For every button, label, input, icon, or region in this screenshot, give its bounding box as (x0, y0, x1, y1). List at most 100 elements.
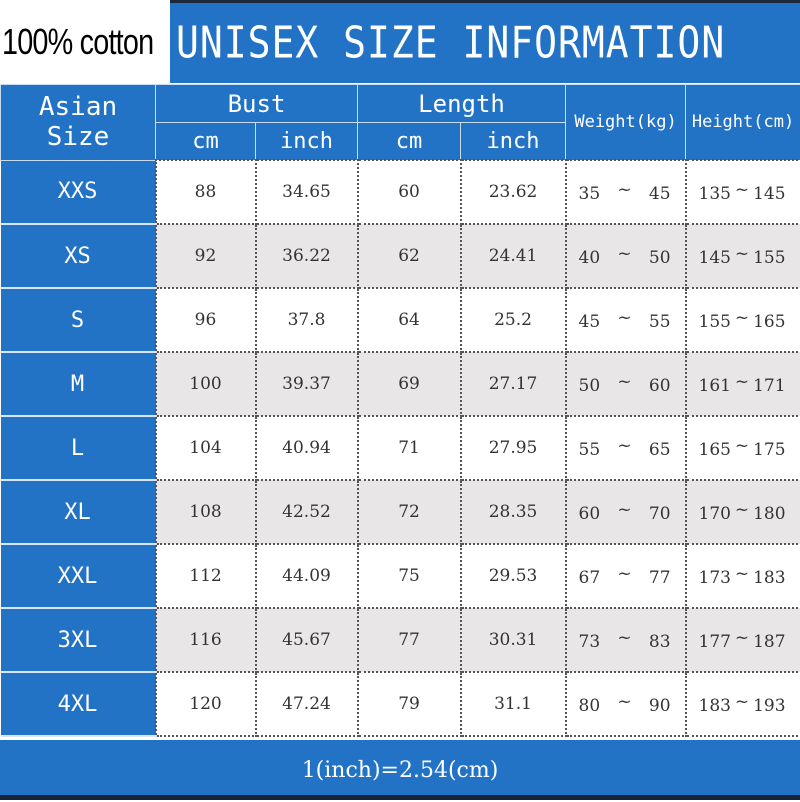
header-bust-cm: cm (156, 123, 256, 161)
weight-range-min: 60 (579, 499, 601, 525)
bust-inch: 47.24 (256, 672, 358, 736)
height-range: 155~165 (686, 288, 800, 352)
weight-range-min: 73 (579, 627, 601, 653)
tilde: ~ (617, 243, 631, 265)
tilde: ~ (735, 563, 749, 585)
length-cm: 69 (358, 352, 461, 416)
conversion-note: 1(inch)=2.54(cm) (0, 740, 800, 795)
length-cm: 77 (358, 608, 461, 672)
bust-cm: 116 (156, 608, 256, 672)
height-range: 173~183 (686, 544, 800, 608)
tilde: ~ (735, 307, 749, 329)
height-range-max: 165 (753, 307, 785, 333)
weight-range: 50~60 (566, 352, 686, 416)
header-weight: Weight(kg) (566, 85, 686, 161)
tilde: ~ (617, 371, 631, 393)
height-range-min: 177 (699, 627, 731, 653)
weight-range-max: 70 (649, 499, 671, 525)
weight-range: 40 ~50 (566, 224, 686, 288)
tilde: ~ (617, 563, 631, 585)
weight-range-max: 55 (649, 307, 671, 333)
bust-inch: 40.94 (256, 416, 358, 480)
weight-range-max: 90 (649, 691, 671, 717)
header-bust: Bust (156, 85, 358, 123)
height-range-min: 165 (699, 435, 731, 461)
tilde: ~ (617, 499, 631, 521)
tilde: ~ (735, 691, 749, 713)
material-badge: 100% cotton (0, 0, 170, 84)
height-range: 170~180 (686, 480, 800, 544)
height-range: 165~175 (686, 416, 800, 480)
size-label: XS (1, 224, 156, 288)
header-length-cm: cm (358, 123, 461, 161)
tilde: ~ (735, 179, 749, 201)
material-badge-text: 100% cotton (2, 0, 153, 84)
length-cm: 79 (358, 672, 461, 736)
weight-range-min: 55 (579, 435, 601, 461)
weight-range-max: 50 (649, 243, 671, 269)
bottom-border (0, 795, 800, 800)
tilde: ~ (735, 499, 749, 521)
weight-range: 67~77 (566, 544, 686, 608)
length-inch: 31.1 (461, 672, 566, 736)
length-cm: 72 (358, 480, 461, 544)
weight-range: 45~55 (566, 288, 686, 352)
bust-inch: 39.37 (256, 352, 358, 416)
weight-range-min: 80 (579, 691, 601, 717)
height-range-min: 155 (699, 307, 731, 333)
size-table: Asian Size Bust Length Weight(kg) Height… (0, 84, 800, 737)
bust-inch: 44.09 (256, 544, 358, 608)
size-label: XL (1, 480, 156, 544)
tilde: ~ (617, 307, 631, 329)
weight-range-min: 40 (579, 243, 601, 269)
length-cm: 75 (358, 544, 461, 608)
length-inch: 29.53 (461, 544, 566, 608)
height-range-max: 180 (753, 499, 785, 525)
height-range-min: 161 (699, 371, 731, 397)
size-label: XXS (1, 160, 156, 224)
weight-range-max: 83 (649, 627, 671, 653)
weight-range: 73 ~83 (566, 608, 686, 672)
header-length: Length (358, 85, 566, 123)
bust-cm: 104 (156, 416, 256, 480)
length-inch: 27.95 (461, 416, 566, 480)
chart-title: UNISEX SIZE INFORMATION (176, 17, 725, 68)
length-inch: 25.2 (461, 288, 566, 352)
weight-range-max: 45 (649, 179, 671, 205)
weight-range-max: 65 (649, 435, 671, 461)
length-inch: 30.31 (461, 608, 566, 672)
height-range: 177~187 (686, 608, 800, 672)
tilde: ~ (617, 627, 631, 649)
height-range-min: 170 (699, 499, 731, 525)
weight-range-min: 35 (579, 179, 601, 205)
weight-range: 55~65 (566, 416, 686, 480)
bust-inch: 34.65 (256, 160, 358, 224)
height-range-min: 183 (699, 691, 731, 717)
size-label: 4XL (1, 672, 156, 736)
length-inch: 27.17 (461, 352, 566, 416)
weight-range: 35 ~45 (566, 160, 686, 224)
height-range-min: 173 (699, 563, 731, 589)
height-range-max: 183 (753, 563, 785, 589)
weight-range-min: 67 (579, 563, 601, 589)
bust-inch: 45.67 (256, 608, 358, 672)
tilde: ~ (735, 627, 749, 649)
length-cm: 60 (358, 160, 461, 224)
header-bust-inch: inch (256, 123, 358, 161)
height-range-min: 135 (699, 179, 731, 205)
tilde: ~ (617, 179, 631, 201)
bust-inch: 37.8 (256, 288, 358, 352)
length-cm: 62 (358, 224, 461, 288)
bust-cm: 92 (156, 224, 256, 288)
height-range: 145~155 (686, 224, 800, 288)
bust-inch: 36.22 (256, 224, 358, 288)
length-inch: 23.62 (461, 160, 566, 224)
bust-cm: 108 (156, 480, 256, 544)
weight-range: 60 ~70 (566, 480, 686, 544)
height-range-max: 175 (753, 435, 785, 461)
weight-range-min: 50 (579, 371, 601, 397)
